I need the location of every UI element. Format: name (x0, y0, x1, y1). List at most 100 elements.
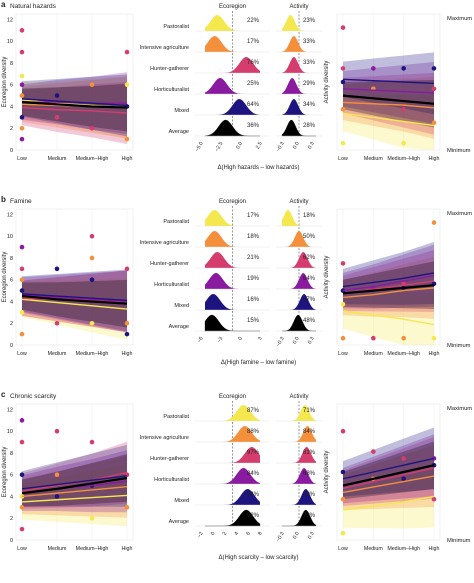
data-point (340, 106, 346, 112)
data-point (340, 301, 346, 307)
density-ecoregion (205, 252, 260, 268)
series-line (342, 287, 435, 299)
series-line (342, 464, 435, 487)
data-point (371, 335, 376, 341)
density-activity (282, 405, 316, 421)
x-axis-label: Δ(High scarcity – low scarcity) (218, 555, 298, 561)
density-activity (282, 294, 316, 310)
prob-label-ecoregion: 25% (247, 81, 260, 87)
x-tick-label: Medium–High (387, 546, 420, 552)
ci-ribbon (22, 444, 127, 507)
x-tick-label: −0.3 (275, 336, 285, 348)
density-ecoregion (205, 231, 260, 247)
x-tick-label: 0.3 (307, 141, 316, 150)
y-axis-label: Activity diversity (324, 61, 330, 104)
x-tick-label: Medium–High (387, 156, 420, 162)
data-point (19, 82, 25, 88)
prob-label-activity: 29% (303, 81, 316, 87)
data-point (340, 469, 346, 475)
ci-ribbon (22, 83, 127, 132)
plot-area (336, 403, 441, 541)
data-point (401, 66, 406, 71)
ci-ribbon (22, 464, 127, 527)
data-point (19, 526, 25, 532)
series-line (342, 467, 435, 490)
data-point (19, 49, 25, 55)
density-activity (282, 252, 316, 268)
y-tick-label: 2 (10, 516, 13, 522)
panel-title: Famine (10, 198, 32, 205)
density-ecoregion (205, 294, 260, 310)
density-ecoregion (205, 57, 260, 73)
prob-label-activity: 79% (303, 492, 316, 498)
prob-label-ecoregion: 17% (247, 213, 260, 219)
data-point (124, 49, 130, 55)
data-point (19, 244, 25, 250)
ci-ribbon (343, 292, 434, 345)
x-tick-label: Medium (48, 351, 67, 357)
data-point (54, 428, 60, 434)
data-point (431, 220, 437, 225)
column-header: Activity (289, 199, 308, 205)
x-tick-label: Medium–High (76, 156, 109, 162)
data-point (340, 140, 346, 146)
data-point (89, 320, 95, 326)
ci-ribbon (22, 76, 127, 139)
panel-letter: b (1, 195, 6, 204)
density-activity (282, 426, 316, 442)
series-line (21, 294, 128, 305)
y-tick-label: 0 (10, 343, 13, 349)
x-tick-label: −0.3 (275, 531, 285, 543)
data-point (124, 136, 130, 142)
x-tick-label: 0 (237, 336, 244, 342)
data-point (19, 136, 25, 142)
row-label: Intensive agriculture (140, 435, 189, 441)
ci-ribbon (343, 52, 434, 115)
column-header: Activity (289, 4, 308, 10)
density-ecoregion (205, 405, 260, 421)
series-line (342, 88, 435, 94)
data-point (19, 266, 25, 272)
prob-label-ecoregion: 76% (247, 60, 260, 66)
data-point (340, 261, 346, 266)
x-tick-label: −2.5 (214, 141, 224, 153)
x-tick-label: Medium–High (76, 351, 109, 357)
data-point (54, 115, 60, 120)
series-line (342, 475, 435, 494)
row-label: Average (169, 324, 189, 330)
series-line (21, 294, 128, 303)
prob-label-ecoregion: 88% (247, 429, 260, 435)
y-tick-label: 8 (10, 256, 13, 262)
x-tick-label: High (122, 546, 133, 552)
row-label: Mixed (174, 108, 189, 114)
column-header: Ecoregion (219, 394, 246, 400)
data-point (19, 472, 25, 478)
series-line (342, 112, 435, 127)
x-tick-label: Medium (48, 156, 67, 162)
series-line (342, 284, 435, 295)
density-activity (282, 15, 316, 31)
y-tick-label: 8 (10, 451, 13, 457)
ci-ribbon (343, 441, 434, 500)
y-tick-label: 0 (10, 148, 13, 154)
data-point (54, 494, 60, 499)
x-axis-label: Δ(High famine – low famine) (221, 360, 296, 366)
y-axis-label: Ecoregion diversity (2, 57, 8, 108)
x-tick-label: −2 (197, 531, 205, 539)
series-line (342, 101, 435, 109)
prob-label-ecoregion: 64% (247, 102, 260, 108)
data-point (340, 288, 346, 293)
prob-label-ecoregion: 22% (247, 18, 260, 24)
data-point (401, 456, 406, 461)
prob-label-activity: 28% (303, 123, 316, 129)
row-label: Average (169, 519, 189, 525)
x-tick-label: Low (338, 351, 348, 357)
x-tick-label: 4 (233, 531, 240, 537)
data-point (431, 120, 437, 126)
prob-label-activity: 62% (303, 255, 316, 261)
data-point (54, 472, 60, 478)
data-point (431, 335, 437, 341)
row-label: Pastoralist (163, 24, 189, 30)
data-point (401, 476, 406, 482)
row-label: Average (169, 129, 189, 135)
